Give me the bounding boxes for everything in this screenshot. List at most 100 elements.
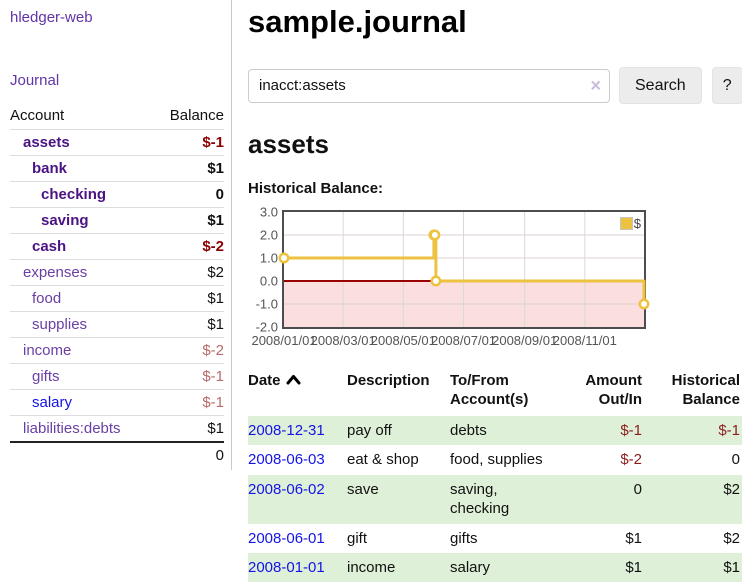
- account-row: checking 0: [10, 181, 224, 208]
- transaction-balance: 0: [731, 451, 740, 468]
- account-row: cash $-2: [10, 233, 224, 260]
- legend-swatch: [619, 217, 633, 230]
- chart-x-axis: 2008/01/01 2008/03/01 2008/05/01 2008/07/01…: [251, 331, 644, 349]
- search-button[interactable]: Search: [619, 67, 702, 104]
- chart-title: Historical Balance:: [248, 180, 384, 197]
- transaction-balance: $1: [723, 559, 740, 576]
- account-row: assets $-1: [10, 129, 224, 156]
- sidebar-item-journal[interactable]: Journal: [10, 72, 60, 89]
- transaction-accounts: salary: [450, 559, 491, 576]
- account-balance: $1: [207, 212, 224, 229]
- transaction-amount: $-2: [620, 451, 642, 468]
- account-balance: $-1: [202, 134, 224, 151]
- account-link[interactable]: cash: [32, 238, 67, 255]
- account-row: liabilities:debts $1: [10, 415, 224, 443]
- y-tick-label: 1.0: [259, 250, 278, 266]
- transaction-amount: $-1: [620, 421, 642, 439]
- register-row: 2008-01-01 income salary $1 $1: [248, 553, 742, 582]
- account-balance: $1: [207, 420, 224, 437]
- account-row: gifts $-1: [10, 363, 224, 390]
- register-row: 2008-06-03 eat & shop food, supplies $-2 0: [248, 445, 742, 475]
- chart-plot-area[interactable]: $ 2008/01/01 2008/03/01 2008/05/01 2008/07/…: [251, 210, 650, 348]
- account-link[interactable]: food: [32, 290, 62, 307]
- accounts-total-row: 0: [10, 442, 224, 468]
- main-content: sample.journal × Search ? assets Histori…: [232, 0, 742, 582]
- x-tick-label: 2008/05/01: [370, 333, 436, 348]
- register-row: 2008-06-01 gift gifts $1 $2: [248, 524, 742, 554]
- transaction-amount: $1: [625, 559, 642, 576]
- sort-asc-icon: [286, 375, 301, 385]
- transaction-accounts: debts: [450, 421, 487, 439]
- account-link[interactable]: gifts: [32, 368, 60, 385]
- register-header-row: Date Description To/From Account(s) Amou…: [248, 369, 742, 416]
- transaction-accounts: saving, checking: [450, 480, 510, 518]
- account-balance: $-2: [202, 342, 224, 359]
- transaction-amount: $1: [625, 529, 642, 547]
- accounts-col-account: Account: [10, 107, 65, 124]
- accounts-total-value: 0: [215, 447, 224, 464]
- account-row: income $-2: [10, 337, 224, 364]
- register-table: Date Description To/From Account(s) Amou…: [248, 369, 742, 582]
- transaction-balance: $2: [723, 480, 740, 498]
- account-row: expenses $2: [10, 259, 224, 286]
- clear-search-icon[interactable]: ×: [590, 74, 601, 95]
- brand-link[interactable]: hledger-web: [10, 9, 93, 26]
- account-link[interactable]: income: [23, 342, 72, 359]
- transaction-description: eat & shop: [347, 451, 419, 468]
- transaction-balance: $2: [723, 529, 740, 547]
- legend-label: $: [633, 216, 641, 231]
- register-row: 2008-12-31 pay off debts $-1 $-1: [248, 415, 742, 445]
- account-row: food $1: [10, 285, 224, 312]
- account-row: supplies $1: [10, 311, 224, 338]
- x-tick-label: 2008/11/01: [552, 333, 617, 348]
- account-row: bank $1: [10, 155, 224, 182]
- account-link[interactable]: salary: [32, 394, 73, 411]
- account-balance: $-1: [202, 394, 224, 411]
- register-col-date[interactable]: Date: [248, 369, 347, 416]
- account-balance: $1: [207, 316, 224, 333]
- y-tick-label: 2.0: [259, 227, 278, 243]
- transaction-description: pay off: [347, 421, 392, 439]
- register-col-amount: Amount Out/In: [585, 372, 642, 408]
- account-balance: $-2: [202, 238, 224, 255]
- search-input-wrap: ×: [248, 68, 610, 103]
- transaction-date-link[interactable]: 2008-12-31: [248, 421, 325, 439]
- y-tick-label: -2.0: [255, 319, 278, 335]
- transaction-accounts: food, supplies: [450, 451, 543, 468]
- transaction-date-link[interactable]: 2008-06-01: [248, 529, 325, 547]
- transaction-description: gift: [347, 529, 368, 547]
- search-input[interactable]: [248, 68, 610, 103]
- accounts-col-balance: Balance: [169, 107, 224, 124]
- search-form: × Search ?: [248, 67, 742, 104]
- transaction-date-link[interactable]: 2008-01-01: [248, 559, 325, 576]
- register-col-description: Description: [347, 372, 430, 389]
- y-tick-label: 0.0: [259, 273, 278, 289]
- transaction-description: save: [347, 480, 379, 498]
- account-link[interactable]: checking: [41, 186, 107, 203]
- account-balance: $1: [207, 290, 224, 307]
- account-link[interactable]: liabilities:debts: [23, 420, 121, 437]
- chart-canvas: [278, 212, 650, 327]
- account-balance: $1: [207, 160, 224, 177]
- x-tick-label: 2008/03/01: [310, 333, 376, 348]
- register-row: 2008-06-02 save saving, checking 0 $2: [248, 474, 742, 524]
- register-col-accounts: To/From Account(s): [450, 372, 529, 408]
- x-tick-label: 2008/09/01: [492, 333, 558, 348]
- account-link[interactable]: supplies: [32, 316, 88, 333]
- y-tick-label: 3.0: [259, 204, 278, 220]
- help-button[interactable]: ?: [711, 67, 742, 104]
- account-link[interactable]: saving: [41, 212, 89, 229]
- chart-legend: $: [619, 216, 641, 231]
- page-title: sample.journal: [248, 4, 467, 39]
- balance-chart: 3.0 2.0 1.0 0.0 -1.0 -2.0 $ 2008/01/01 2008/03…: [248, 206, 742, 348]
- transaction-amount: 0: [633, 480, 642, 498]
- account-heading: assets: [248, 129, 329, 159]
- account-link[interactable]: expenses: [23, 264, 88, 281]
- account-link[interactable]: bank: [32, 160, 68, 177]
- transaction-date-link[interactable]: 2008-06-03: [248, 451, 325, 468]
- y-tick-label: -1.0: [255, 296, 278, 312]
- transaction-date-link[interactable]: 2008-06-02: [248, 480, 325, 498]
- account-link[interactable]: assets: [23, 134, 70, 151]
- account-row: saving $1: [10, 207, 224, 234]
